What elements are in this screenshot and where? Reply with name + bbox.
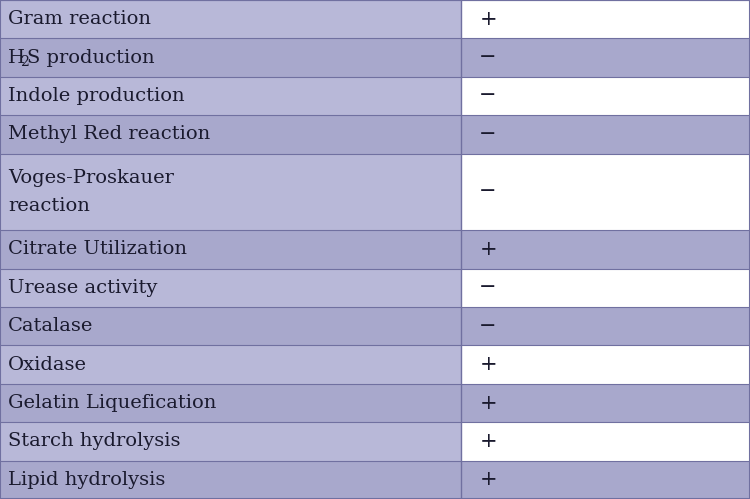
Bar — [0, 115, 461, 154]
Text: +: + — [479, 240, 496, 259]
Bar — [461, 268, 750, 307]
Bar — [461, 154, 750, 231]
Text: Indole production: Indole production — [8, 87, 184, 105]
Text: −: − — [479, 278, 496, 297]
Text: −: − — [479, 125, 496, 144]
Text: Methyl Red reaction: Methyl Red reaction — [8, 125, 210, 143]
Text: Oxidase: Oxidase — [8, 356, 87, 374]
Bar — [461, 77, 750, 115]
Bar — [0, 231, 461, 268]
Text: reaction: reaction — [8, 197, 90, 215]
Text: −: − — [479, 317, 496, 336]
Text: 2: 2 — [21, 55, 30, 69]
Text: H: H — [8, 48, 25, 66]
Bar — [0, 77, 461, 115]
Text: +: + — [479, 471, 496, 490]
Text: +: + — [479, 394, 496, 413]
Bar — [0, 307, 461, 345]
Text: Gram reaction: Gram reaction — [8, 10, 151, 28]
Text: −: − — [479, 86, 496, 105]
Bar — [461, 345, 750, 384]
Text: +: + — [479, 9, 496, 28]
Text: Urease activity: Urease activity — [8, 279, 158, 297]
Bar — [0, 422, 461, 461]
Bar — [0, 345, 461, 384]
Bar — [461, 461, 750, 499]
Bar — [461, 38, 750, 77]
Text: +: + — [479, 355, 496, 374]
Bar — [461, 115, 750, 154]
Text: Citrate Utilization: Citrate Utilization — [8, 241, 187, 258]
Text: Starch hydrolysis: Starch hydrolysis — [8, 433, 181, 451]
Bar — [0, 268, 461, 307]
Text: −: − — [479, 48, 496, 67]
Text: S production: S production — [27, 48, 154, 66]
Bar — [0, 461, 461, 499]
Text: +: + — [479, 432, 496, 451]
Text: Voges-Proskauer: Voges-Proskauer — [8, 169, 174, 187]
Text: Lipid hydrolysis: Lipid hydrolysis — [8, 471, 165, 489]
Bar — [461, 307, 750, 345]
Bar — [0, 38, 461, 77]
Text: Gelatin Liquefication: Gelatin Liquefication — [8, 394, 216, 412]
Bar — [461, 384, 750, 422]
Bar — [461, 0, 750, 38]
Bar — [461, 231, 750, 268]
Text: Catalase: Catalase — [8, 317, 93, 335]
Bar — [461, 422, 750, 461]
Bar — [0, 0, 461, 38]
Text: −: − — [479, 183, 496, 202]
Bar — [0, 154, 461, 231]
Bar — [0, 384, 461, 422]
